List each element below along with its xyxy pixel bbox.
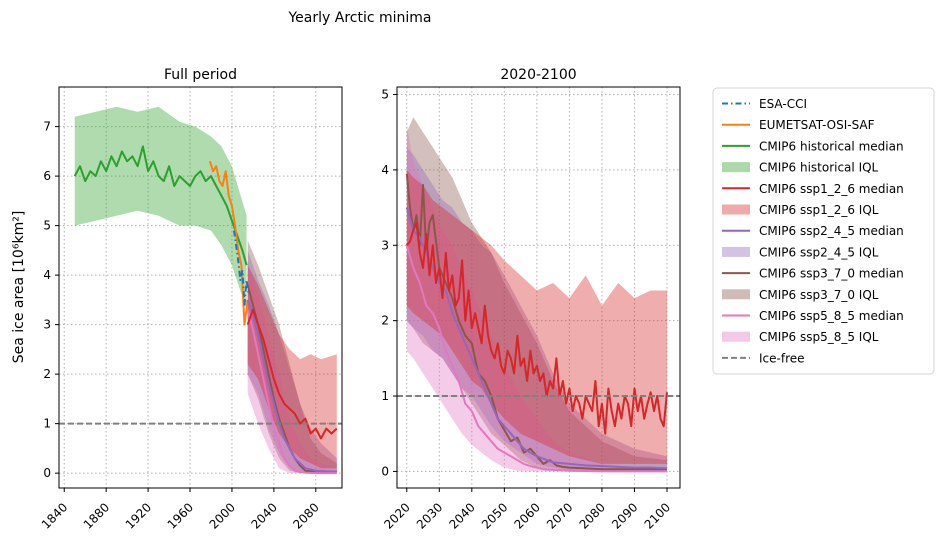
legend-frame: [712, 87, 935, 375]
y-tick-label: 1: [43, 417, 51, 431]
legend-label: CMIP6 ssp2_4_5 median: [759, 224, 904, 238]
x-tick-label: 2080: [290, 500, 321, 531]
series-ssp370: [405, 173, 667, 471]
legend-label: Ice-free: [759, 351, 805, 365]
y-tick-label: 7: [43, 120, 51, 134]
band-ssp245: [406, 147, 667, 472]
legend-label: CMIP6 ssp1_2_6 median: [759, 182, 904, 196]
legend-label: CMIP6 ssp5_8_5 median: [759, 309, 904, 323]
series-osi: [208, 160, 249, 326]
lines-full-period: [73, 145, 338, 475]
x-tick-label: 2050: [479, 500, 510, 531]
series-ssp126: [246, 308, 338, 440]
y-tick-label: 4: [43, 268, 51, 282]
band-ssp585: [247, 260, 337, 474]
legend-label: CMIP6 ssp3_7_0 IQL: [759, 288, 879, 302]
lines-2020-2100: [405, 173, 668, 473]
panel-2020-2100: 2020 2030 2040 2050 2060 2070 2080 2090 2100 0 1 2 3…: [381, 67, 681, 532]
x-tick-label: 1960: [165, 500, 196, 531]
y-tick-label: 0: [43, 466, 51, 480]
x-tick-label: 2030: [414, 500, 445, 531]
x-tick-label: 2100: [642, 500, 673, 531]
y-tick-label: 5: [43, 219, 51, 233]
legend-label: CMIP6 ssp3_7_0 median: [759, 267, 904, 281]
x-tick-label: 2040: [248, 500, 279, 531]
x-tick-label: 1920: [123, 500, 154, 531]
panel-title-full-period: Full period: [164, 67, 237, 83]
grid-2020-2100: [397, 87, 680, 488]
y-tick-label: 6: [43, 169, 51, 183]
band-ssp126: [406, 169, 667, 464]
x-tick-label: 2070: [544, 500, 575, 531]
x-tick-label: 1880: [81, 500, 112, 531]
legend-label: ESA-CCI: [759, 97, 807, 111]
axes-frame-2020-2100: [396, 86, 681, 489]
y-tick-label: 4: [381, 163, 389, 177]
legend-label: CMIP6 ssp1_2_6 IQL: [759, 203, 879, 217]
grid-full-period: [59, 87, 342, 488]
series-ssp585: [405, 245, 667, 473]
panel-title-2020-2100: 2020-2100: [500, 67, 576, 83]
x-tick-label: 2020: [381, 500, 412, 531]
series-ssp370: [246, 284, 337, 473]
series-ssp585: [246, 309, 337, 475]
axes-frame-full-period: [58, 86, 343, 489]
legend-swatch: [722, 162, 750, 173]
legend-swatch: [722, 204, 750, 215]
y-axis-label: Sea ice area [10⁶km²]: [11, 211, 27, 364]
x-tick-label: 2080: [577, 500, 608, 531]
y-tick-label: 1: [381, 389, 389, 403]
figure-title: Yearly Arctic minima: [287, 10, 431, 26]
legend-label: CMIP6 ssp5_8_5 IQL: [759, 330, 879, 344]
x-tick-label: 2040: [446, 500, 477, 531]
band-ssp245: [247, 250, 337, 474]
y-tick-label: 2: [381, 314, 389, 328]
band-ssp126: [247, 265, 337, 469]
legend-label: CMIP6 historical IQL: [759, 161, 879, 175]
y-tick-label: 3: [43, 318, 51, 332]
series-ssp245: [246, 299, 337, 473]
y-tick-label: 3: [381, 238, 389, 252]
legend-label: CMIP6 ssp2_4_5 IQL: [759, 245, 879, 259]
y-tick-label: 0: [381, 464, 389, 478]
bands-2020-2100: [406, 117, 667, 472]
y-tick-label: 5: [381, 88, 389, 102]
legend-swatch: [722, 331, 750, 342]
panel-full-period: 1840 1880 1920 1960 2000 2040 2080 0 1 2 3 4 5 6 7 Ful…: [11, 67, 343, 532]
legend: ESA-CCI EUMETSAT-OSI-SAF CMIP6 historical …: [712, 87, 935, 375]
legend-label: EUMETSAT-OSI-SAF: [759, 118, 875, 132]
y-tick-label: 2: [43, 367, 51, 381]
x-tick-label: 1840: [39, 500, 70, 531]
x-tick-label: 2090: [609, 500, 640, 531]
series-ssp126: [406, 221, 668, 435]
band-ssp370: [406, 117, 667, 472]
band-historical: [74, 106, 247, 310]
x-tick-label: 2060: [511, 500, 542, 531]
series-esa: [233, 230, 250, 306]
x-tick-label: 2000: [207, 500, 238, 531]
legend-swatch: [722, 246, 750, 257]
series-historical: [73, 145, 248, 266]
legend-label: CMIP6 historical median: [759, 139, 904, 153]
legend-swatch: [722, 289, 750, 300]
band-ssp585: [406, 124, 667, 472]
